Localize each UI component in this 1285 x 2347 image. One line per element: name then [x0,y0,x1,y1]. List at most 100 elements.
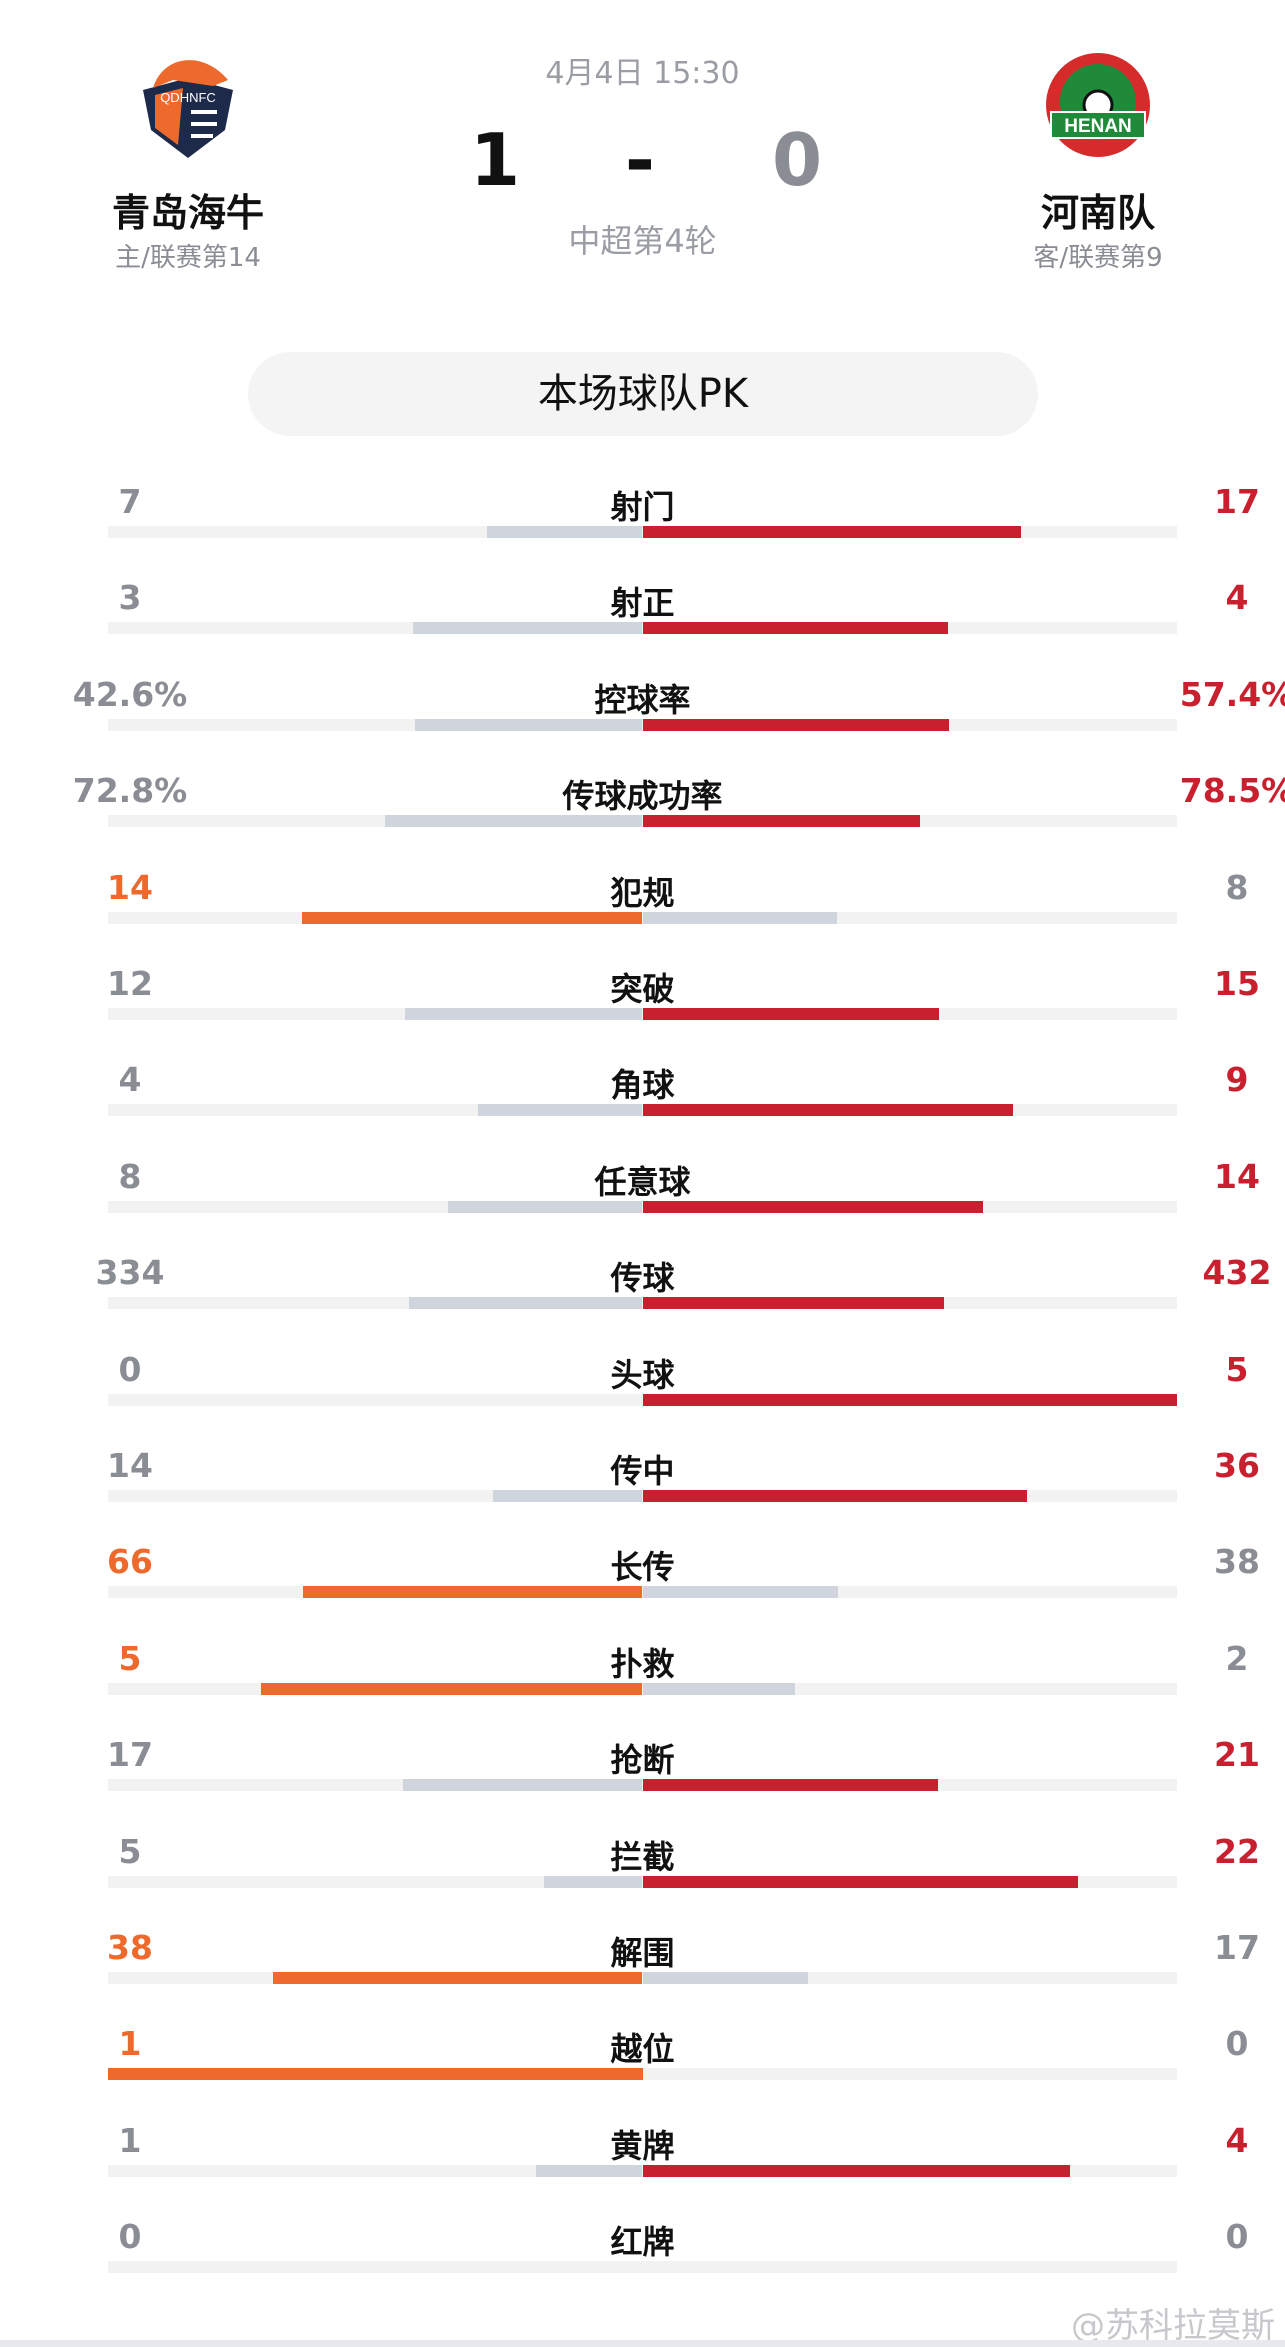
stat-label: 射门 [610,488,675,526]
away-bar [642,1393,1177,1406]
home-value: 5 [118,1638,142,1678]
away-bar [642,1008,940,1020]
stat-bar-track [108,2068,1177,2081]
stat-bar-track [108,2164,1177,2177]
home-bar [478,1104,643,1117]
home-value: 3 [118,578,142,618]
stat-label: 解围 [610,1934,675,1972]
stat-bar-track [108,1682,1177,1695]
away-value: 38 [1214,1542,1260,1582]
stat-label: 拦截 [610,1837,675,1876]
stat-label: 控球率 [594,680,691,719]
away-bar [642,1297,944,1310]
away-value: 22 [1214,1831,1260,1871]
home-value: 7 [118,482,142,521]
home-value: 4 [118,1060,142,1100]
stat-bar-track [108,622,1177,635]
stat-bar-track [108,1875,1177,1888]
stat-bar-track [108,911,1177,924]
away-value: 17 [1214,1928,1260,1967]
away-value: 14 [1214,1156,1260,1196]
stat-label: 长传 [610,1548,675,1587]
away-team-rank: 客/联赛第9 [1033,243,1163,273]
stat-row: 3 射正 4 [0,578,1285,674]
away-value: 8 [1225,867,1249,907]
stat-bar-track [108,526,1177,538]
stat-label: 传中 [610,1452,675,1490]
stat-row: 7 射门 17 [0,482,1285,578]
away-value: 4 [1225,2120,1249,2160]
away-value: 2 [1225,1638,1249,1678]
stat-label: 任意球 [594,1162,691,1201]
stat-row: 1 黄牌 4 [0,2121,1285,2217]
stat-label: 扑救 [610,1644,675,1683]
away-value: 432 [1202,1253,1272,1293]
away-team[interactable]: HENAN 河南队 客/联赛第9 [968,50,1228,274]
stat-row: 72.8% 传球成功率 78.5% [0,771,1285,867]
home-value: 334 [95,1253,165,1293]
away-bar [642,1586,838,1599]
away-value: 78.5% [1179,771,1285,811]
away-value: 0 [1225,2024,1249,2064]
home-value: 72.8% [72,771,188,811]
away-team-name: 河南队 [1040,191,1155,235]
home-value: 1 [118,2120,142,2160]
away-bar [642,622,948,635]
home-value: 12 [107,964,153,1003]
away-value: 15 [1214,964,1260,1003]
home-bar [413,622,643,635]
home-team-rank: 主/联赛第14 [115,243,261,273]
away-value: 9 [1225,1060,1249,1100]
home-bar [404,1008,643,1020]
away-value: 5 [1225,1349,1249,1389]
match-datetime: 4月4日 15:30 [545,56,740,91]
stat-row: 5 拦截 22 [0,1832,1285,1928]
away-value: 21 [1214,1735,1260,1775]
home-team[interactable]: QDHNFC 青岛海牛 主/联赛第14 [58,50,318,274]
stat-label: 红牌 [610,2223,675,2262]
stat-bar-track [108,1393,1177,1406]
stat-bar-track [108,1200,1177,1213]
home-value: 14 [107,867,153,907]
stat-bar-track [108,1104,1177,1117]
home-bar [543,1875,643,1888]
stat-bar-track [108,2261,1177,2274]
home-bar [385,815,643,828]
stat-label: 突破 [610,970,675,1008]
away-bar [642,911,837,924]
away-score: 0 [772,118,823,202]
stat-row: 14 犯规 8 [0,868,1285,964]
stat-label: 传球 [610,1259,675,1298]
home-value: 14 [107,1446,153,1485]
home-value: 17 [107,1735,153,1775]
home-value: 0 [118,2217,142,2257]
home-bar [303,1586,643,1599]
stat-bar-track [108,718,1177,731]
stat-row: 17 抢断 21 [0,1735,1285,1831]
home-bar [403,1779,643,1792]
away-team-logo: HENAN [1046,53,1150,157]
stat-row: 14 传中 36 [0,1446,1285,1542]
home-value: 0 [118,1349,142,1389]
stat-bar-track [108,1779,1177,1792]
stat-row: 12 突破 15 [0,964,1285,1060]
team-pk-header: 本场球队PK [248,352,1038,436]
stat-label: 头球 [610,1355,675,1394]
home-bar [414,718,643,731]
home-value: 66 [107,1542,153,1582]
stat-row: 42.6% 控球率 57.4% [0,675,1285,771]
away-bar [642,526,1022,538]
home-value: 1 [118,2024,142,2064]
home-value: 8 [118,1156,142,1196]
home-bar [260,1682,643,1695]
stat-bar-track [108,1490,1177,1502]
stat-row: 0 头球 5 [0,1350,1285,1446]
stat-label: 犯规 [610,873,675,912]
home-team-logo: QDHNFC [143,60,233,158]
away-bar [642,1200,983,1213]
home-bar [535,2164,643,2177]
watermark: @苏科拉莫斯 [1071,2306,1275,2346]
stat-row: 38 解围 17 [0,1928,1285,2024]
stat-label: 抢断 [610,1741,675,1780]
stat-bar-track [108,815,1177,828]
